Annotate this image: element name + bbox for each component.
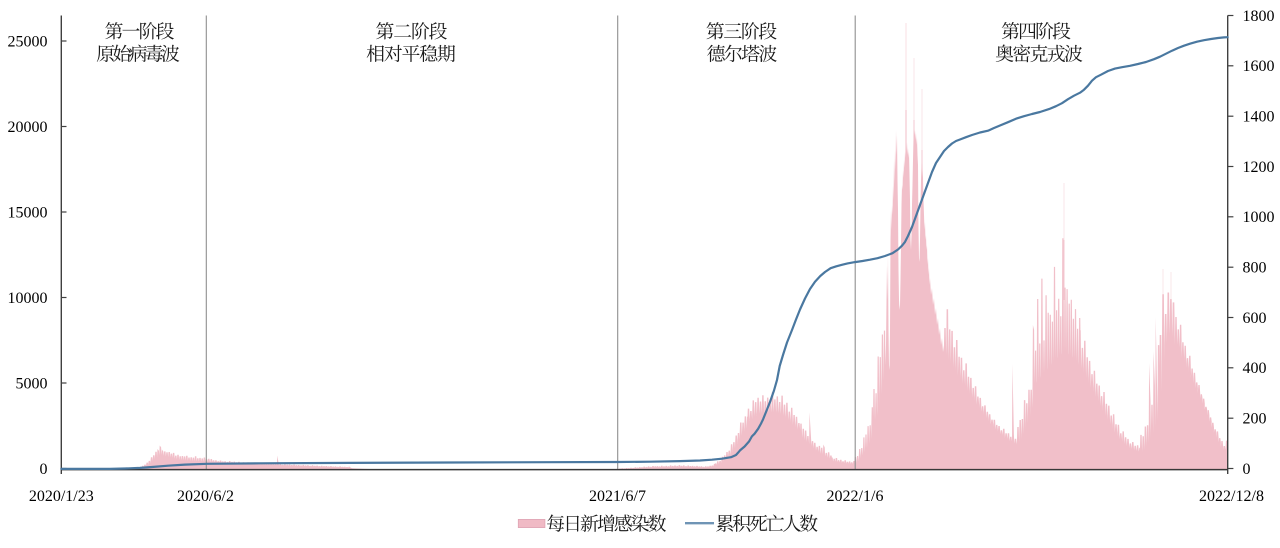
svg-text:1000: 1000 <box>1243 209 1275 226</box>
svg-text:0: 0 <box>40 461 48 478</box>
svg-text:1200: 1200 <box>1243 159 1275 176</box>
svg-text:2020/6/2: 2020/6/2 <box>177 488 234 505</box>
svg-text:1800: 1800 <box>1243 8 1275 25</box>
svg-text:600: 600 <box>1243 310 1267 327</box>
svg-text:20000: 20000 <box>8 119 48 136</box>
svg-text:1600: 1600 <box>1243 58 1275 75</box>
svg-text:5000: 5000 <box>16 375 48 392</box>
svg-text:200: 200 <box>1243 411 1267 428</box>
svg-text:2020/1/23: 2020/1/23 <box>29 488 94 505</box>
svg-text:800: 800 <box>1243 260 1267 277</box>
svg-text:10000: 10000 <box>8 290 48 307</box>
svg-text:25000: 25000 <box>8 33 48 50</box>
svg-text:1400: 1400 <box>1243 109 1275 126</box>
svg-text:15000: 15000 <box>8 204 48 221</box>
svg-text:400: 400 <box>1243 360 1267 377</box>
svg-text:0: 0 <box>1243 461 1251 478</box>
svg-text:2022/12/8: 2022/12/8 <box>1199 488 1264 505</box>
svg-text:2022/1/6: 2022/1/6 <box>827 488 884 505</box>
svg-text:2021/6/7: 2021/6/7 <box>589 488 646 505</box>
